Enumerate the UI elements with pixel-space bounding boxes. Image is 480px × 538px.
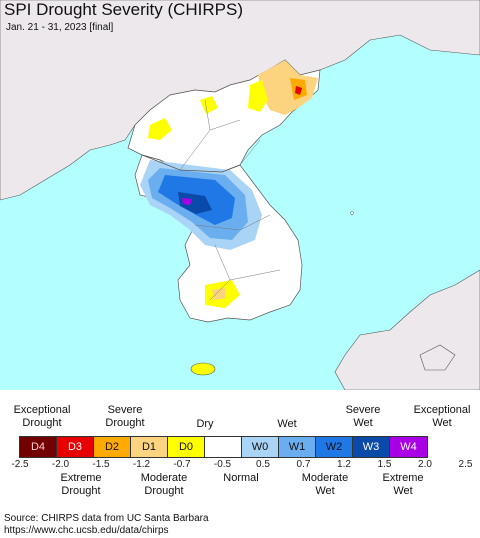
- sk-d1-patch: [212, 288, 226, 300]
- legend-tick: -1.5: [92, 459, 110, 470]
- w3-patch: [178, 192, 212, 214]
- legend-box-d4: D4: [20, 437, 57, 457]
- nk-d0-patch-west: [148, 118, 172, 140]
- legend-label-moderate-drought: Moderate Drought: [140, 472, 188, 497]
- legend-label-severe-drought: Severe Drought: [105, 404, 145, 429]
- legend-tick: -2.5: [11, 459, 29, 470]
- ulleung-island: [350, 211, 354, 215]
- province-borders: [179, 99, 281, 301]
- source-url[interactable]: https://www.chc.ucsb.edu/data/chirps: [4, 525, 169, 536]
- page-subtitle: Jan. 21 - 31, 2023 [final]: [6, 22, 114, 33]
- legend-tick: 2.0: [418, 459, 432, 470]
- legend-box-w2: W2: [316, 437, 353, 457]
- nk-d0-patch-center: [200, 96, 218, 114]
- legend-tick: 1.2: [337, 459, 351, 470]
- source-line-1: Source: CHIRPS data from UC Santa Barbar…: [4, 513, 209, 524]
- drought-map: [0, 0, 480, 390]
- legend-box-normal: [205, 437, 242, 457]
- legend-label-extreme-drought: Extreme Drought: [60, 472, 102, 497]
- legend-tick: 0.5: [256, 459, 270, 470]
- legend-tick: 0.7: [296, 459, 311, 470]
- legend-label-exceptional-wet: Exceptional Wet: [413, 404, 471, 429]
- legend-label-moderate-wet: Moderate Wet: [301, 472, 349, 497]
- dmz-line: [141, 154, 241, 173]
- jeju-island: [190, 362, 216, 376]
- legend-box-d3: D3: [57, 437, 94, 457]
- nk-d0-patch-northeast: [248, 80, 268, 112]
- legend-label-dry: Dry: [196, 418, 214, 430]
- legend-tick: -0.7: [173, 459, 191, 470]
- legend-tick: -1.2: [132, 459, 151, 470]
- legend-box-w3: W3: [353, 437, 390, 457]
- legend-box-d1: D1: [131, 437, 168, 457]
- legend-label-extreme-wet: Extreme Wet: [382, 472, 424, 497]
- legend-tick: -0.5: [213, 459, 232, 470]
- legend-label-wet: Wet: [277, 418, 297, 430]
- page-title: SPI Drought Severity (CHIRPS): [4, 0, 244, 19]
- nk-dry-patch-northeast: [258, 60, 318, 115]
- legend-label-severe-wet: Severe Wet: [345, 404, 381, 429]
- legend-box-d2: D2: [94, 437, 131, 457]
- legend-label-exceptional-drought: Exceptional Drought: [13, 404, 71, 429]
- legend-box-w1: W1: [279, 437, 316, 457]
- nk-d3-patch: [295, 86, 302, 95]
- legend-label-normal: Normal: [223, 472, 259, 484]
- w4-patch: [182, 198, 192, 205]
- legend-tick: 2.5: [458, 459, 473, 470]
- legend-tick: -2.0: [51, 459, 70, 470]
- japan-island-small: [419, 344, 456, 371]
- legend-box-w0: W0: [242, 437, 279, 457]
- legend-tick: 1.5: [377, 459, 392, 470]
- legend-color-scale: D4 D3 D2 D1 D0 W0 W1 W2 W3 W4: [19, 436, 428, 458]
- legend-box-w4: W4: [390, 437, 427, 457]
- legend-box-d0: D0: [168, 437, 205, 457]
